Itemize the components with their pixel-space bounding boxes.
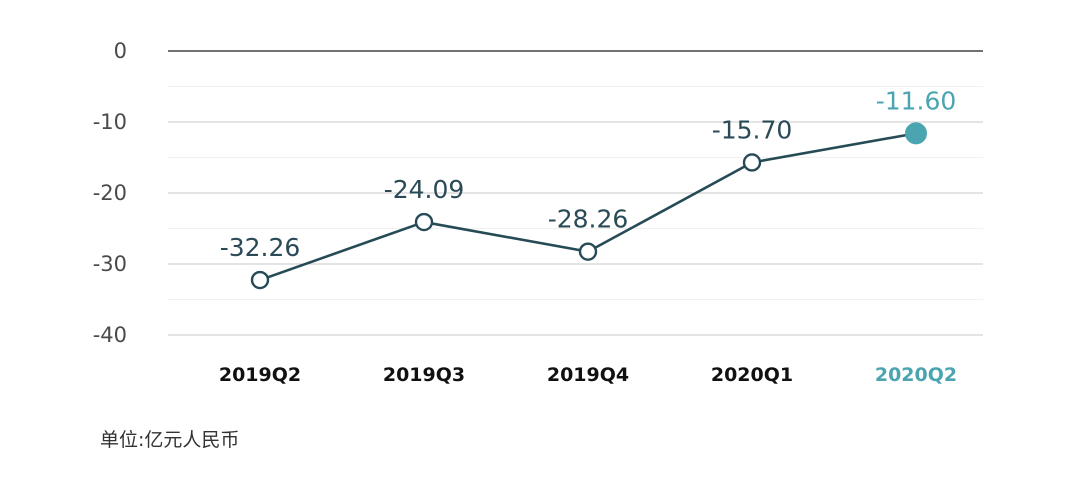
x-tick-label: 2019Q2 [219, 364, 301, 386]
data-point [578, 242, 598, 261]
data-point [742, 153, 762, 172]
x-axis-ticks: 2019Q2 2019Q3 2019Q4 2020Q1 2020Q2 [219, 364, 957, 386]
y-tick-label: -30 [93, 252, 127, 276]
data-labels: -32.26 -24.09 -28.26 -15.70 -11.60 [220, 86, 957, 262]
x-tick-label: 2019Q3 [383, 364, 465, 386]
y-tick-label: -10 [93, 110, 127, 134]
x-tick-label: 2020Q2 [875, 364, 957, 386]
unit-note: 单位:亿元人民币 [100, 429, 240, 451]
y-tick-label: 0 [114, 39, 127, 63]
data-point [250, 270, 270, 290]
y-axis-ticks: 0 -10 -20 -30 -40 [93, 39, 127, 347]
data-label: -15.70 [712, 115, 793, 144]
data-points [250, 122, 927, 290]
x-tick-label: 2020Q1 [711, 364, 793, 386]
data-point [414, 212, 434, 232]
grid-lines [168, 50, 983, 336]
y-tick-label: -20 [93, 181, 127, 205]
y-tick-label: -40 [93, 323, 127, 347]
data-point-highlight [905, 122, 927, 145]
data-label: -11.60 [876, 86, 957, 115]
x-tick-label: 2019Q4 [547, 364, 629, 386]
data-label: -24.09 [384, 175, 465, 204]
data-label: -28.26 [548, 205, 629, 234]
data-label: -32.26 [220, 233, 301, 262]
